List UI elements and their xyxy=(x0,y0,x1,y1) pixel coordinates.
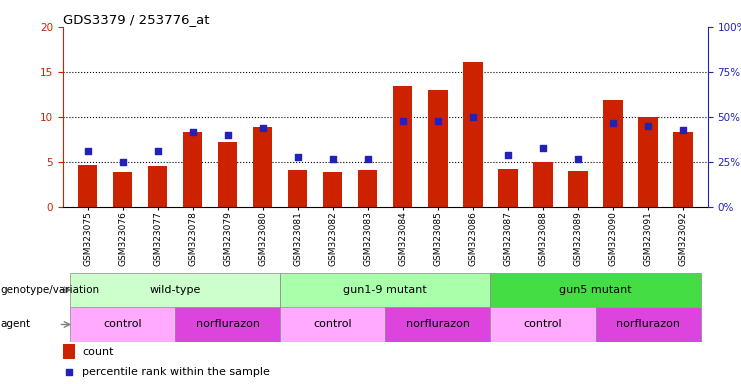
Bar xyxy=(393,86,413,207)
Point xyxy=(607,119,619,126)
Bar xyxy=(568,171,588,207)
Text: control: control xyxy=(103,319,142,329)
Bar xyxy=(280,307,385,342)
Text: genotype/variation: genotype/variation xyxy=(1,285,100,295)
Text: norflurazon: norflurazon xyxy=(406,319,470,329)
Text: GDS3379 / 253776_at: GDS3379 / 253776_at xyxy=(63,13,210,26)
Bar xyxy=(70,273,280,307)
Bar xyxy=(385,307,491,342)
Text: count: count xyxy=(82,347,114,357)
Text: control: control xyxy=(313,319,352,329)
Bar xyxy=(596,307,701,342)
Bar xyxy=(63,344,75,359)
Bar xyxy=(639,117,658,207)
Bar xyxy=(323,172,342,207)
Point xyxy=(257,125,269,131)
Point xyxy=(467,114,479,120)
Point xyxy=(152,148,164,154)
Point xyxy=(222,132,233,138)
Bar xyxy=(498,169,517,207)
Text: norflurazon: norflurazon xyxy=(196,319,259,329)
Point xyxy=(572,156,584,162)
Point xyxy=(63,369,75,375)
Bar xyxy=(491,273,701,307)
Bar xyxy=(148,166,167,207)
Bar xyxy=(534,162,553,207)
Text: percentile rank within the sample: percentile rank within the sample xyxy=(82,367,270,377)
Point xyxy=(537,145,549,151)
Bar xyxy=(674,132,693,207)
Bar xyxy=(428,90,448,207)
Point xyxy=(327,156,339,162)
Point xyxy=(292,154,304,160)
Bar xyxy=(491,307,596,342)
Point xyxy=(397,118,409,124)
Text: gun1-9 mutant: gun1-9 mutant xyxy=(343,285,428,295)
Bar xyxy=(175,307,280,342)
Bar xyxy=(253,127,273,207)
Point xyxy=(677,127,689,133)
Bar xyxy=(183,132,202,207)
Text: gun5 mutant: gun5 mutant xyxy=(559,285,632,295)
Point xyxy=(116,159,128,165)
Bar xyxy=(358,170,377,207)
Point xyxy=(642,123,654,129)
Point xyxy=(82,148,93,154)
Bar xyxy=(113,172,132,207)
Text: agent: agent xyxy=(1,319,31,329)
Bar xyxy=(288,170,308,207)
Bar xyxy=(280,273,491,307)
Point xyxy=(432,118,444,124)
Point xyxy=(502,152,514,158)
Text: control: control xyxy=(524,319,562,329)
Bar xyxy=(218,142,237,207)
Point xyxy=(362,156,373,162)
Point xyxy=(187,129,199,135)
Bar xyxy=(78,165,97,207)
Bar xyxy=(603,100,622,207)
Text: norflurazon: norflurazon xyxy=(616,319,680,329)
Text: wild-type: wild-type xyxy=(150,285,201,295)
Bar xyxy=(463,62,482,207)
Bar xyxy=(70,307,175,342)
